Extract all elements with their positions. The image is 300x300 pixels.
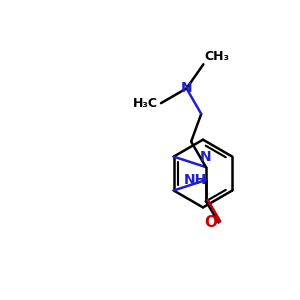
Text: N: N [181, 81, 192, 95]
Text: CH₃: CH₃ [205, 50, 230, 63]
Text: O: O [205, 215, 218, 230]
Text: NH: NH [184, 173, 207, 187]
Text: H₃C: H₃C [133, 97, 158, 110]
Text: N: N [200, 150, 212, 164]
